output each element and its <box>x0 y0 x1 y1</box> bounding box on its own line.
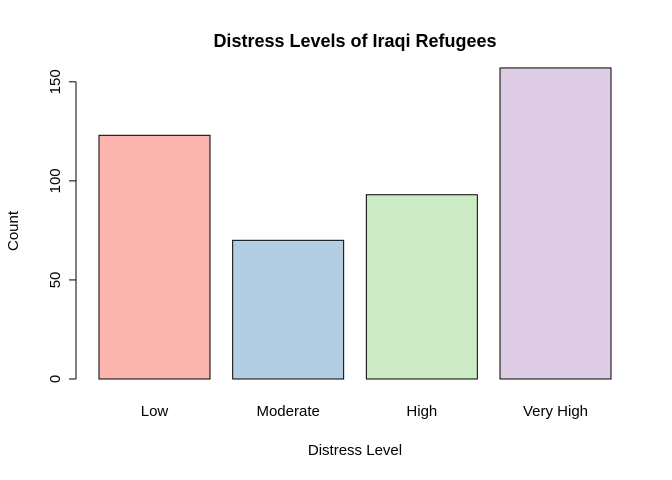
y-tick-label: 0 <box>47 375 64 383</box>
y-axis: 0 50 100 150 <box>47 69 77 383</box>
bars-layer <box>98 67 612 380</box>
bar-very-high <box>499 67 612 380</box>
x-tick-label: Low <box>141 403 169 420</box>
x-axis-label: Distress Level <box>308 442 402 459</box>
bar-high <box>365 194 478 380</box>
chart-title: Distress Levels of Iraqi Refugees <box>213 31 496 51</box>
bar-low <box>98 134 211 380</box>
y-tick-label: 50 <box>47 272 64 289</box>
y-tick-label: 150 <box>47 69 64 94</box>
x-tick-label: High <box>406 403 437 420</box>
bar-moderate <box>232 239 345 380</box>
y-axis-label: Count <box>5 210 22 251</box>
y-tick-label: 100 <box>47 168 64 193</box>
x-tick-label: Very High <box>523 403 588 420</box>
x-tick-label: Moderate <box>256 403 319 420</box>
x-axis-labels: Low Moderate High Very High <box>141 403 588 420</box>
